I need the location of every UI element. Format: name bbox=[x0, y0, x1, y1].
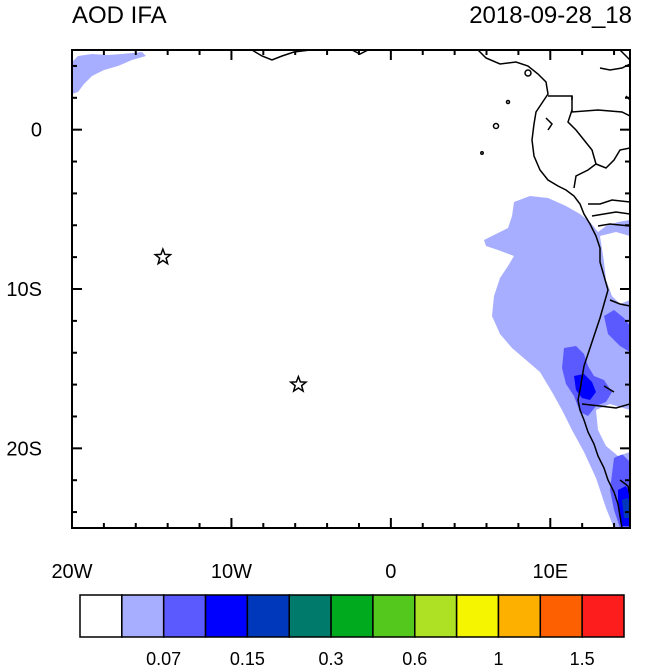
colorbar-swatch bbox=[497, 594, 542, 638]
colorbar-swatch bbox=[581, 594, 625, 638]
colorbar bbox=[79, 594, 625, 638]
colorbar-label: 0.15 bbox=[230, 649, 265, 667]
colorbar-swatch bbox=[414, 594, 458, 638]
colorbar-swatch bbox=[204, 594, 249, 638]
map-title: AOD IFA bbox=[72, 2, 167, 29]
colorbar-label: 0.6 bbox=[402, 649, 427, 667]
colorbar-label: 0.07 bbox=[146, 649, 181, 667]
x-tick-label: 10W bbox=[211, 561, 252, 583]
x-tick-label: 0 bbox=[385, 561, 396, 583]
colorbar-swatch bbox=[246, 594, 290, 638]
colorbar-swatch bbox=[330, 594, 374, 638]
station-markers bbox=[153, 247, 309, 393]
x-tick-label: 20W bbox=[51, 561, 92, 583]
colorbar-swatch bbox=[288, 594, 332, 638]
colorbar-label: 1 bbox=[493, 649, 503, 667]
colorbar-label: 0.3 bbox=[319, 649, 344, 667]
colorbar-swatch bbox=[162, 594, 207, 638]
colorbar-swatch bbox=[121, 594, 165, 638]
colorbar-swatch bbox=[372, 594, 416, 638]
colorbar-swatch bbox=[79, 594, 123, 638]
axis-tick-labels: 20W 10W 0 10E 0 10S 20S bbox=[6, 120, 568, 583]
y-tick-label: 10S bbox=[6, 279, 42, 301]
aod-clear-land bbox=[600, 232, 630, 304]
star-marker bbox=[153, 247, 173, 266]
y-tick-label: 20S bbox=[6, 438, 42, 460]
aod-region-light bbox=[72, 52, 146, 94]
x-tick-label: 10E bbox=[532, 561, 568, 583]
map-timestamp: 2018-09-28_18 bbox=[469, 2, 632, 29]
aod-region-medium bbox=[604, 310, 630, 352]
colorbar-swatch bbox=[455, 594, 500, 638]
colorbar-swatch bbox=[539, 594, 583, 638]
colorbar-label: 1.5 bbox=[570, 649, 595, 667]
aod-clear-land bbox=[596, 404, 630, 456]
colorbar-labels: 0.07 0.15 0.3 0.6 1 1.5 bbox=[146, 649, 595, 667]
axis-ticks bbox=[71, 50, 630, 528]
y-tick-label: 0 bbox=[31, 120, 42, 142]
aod-region-light bbox=[484, 196, 630, 528]
star-marker bbox=[288, 374, 309, 393]
aod-field bbox=[72, 50, 630, 528]
